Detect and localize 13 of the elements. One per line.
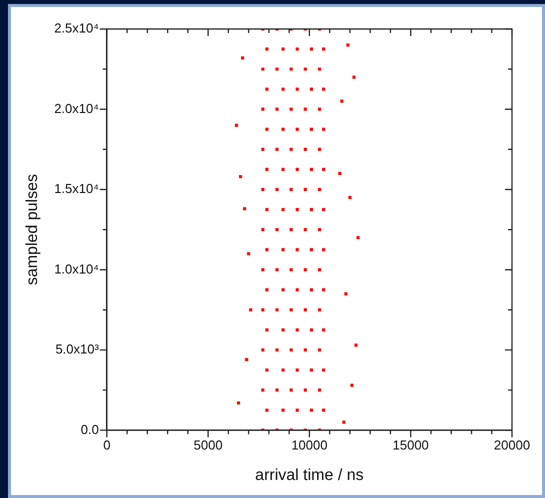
x-tick-label: 15000: [392, 438, 429, 453]
x-tick-label: 0: [103, 438, 110, 453]
y-tick-label: 1.0x10⁴: [54, 261, 99, 276]
y-tick-label: 5.0x10³: [55, 342, 100, 357]
y-tick-label: 2.5x10⁴: [54, 20, 99, 36]
x-tick-label: 10000: [291, 438, 328, 453]
y-tick-label: 0.0: [80, 422, 99, 437]
y-tick-label: 1.5x10⁴: [54, 181, 99, 196]
x-tick-label: 5000: [194, 438, 223, 453]
x-tick-label: 20000: [494, 438, 530, 453]
y-tick-label: 2.0x10⁴: [54, 100, 99, 116]
x-axis-title: arrival time / ns: [255, 466, 364, 484]
y-axis-title: sampled pulses: [24, 174, 42, 286]
